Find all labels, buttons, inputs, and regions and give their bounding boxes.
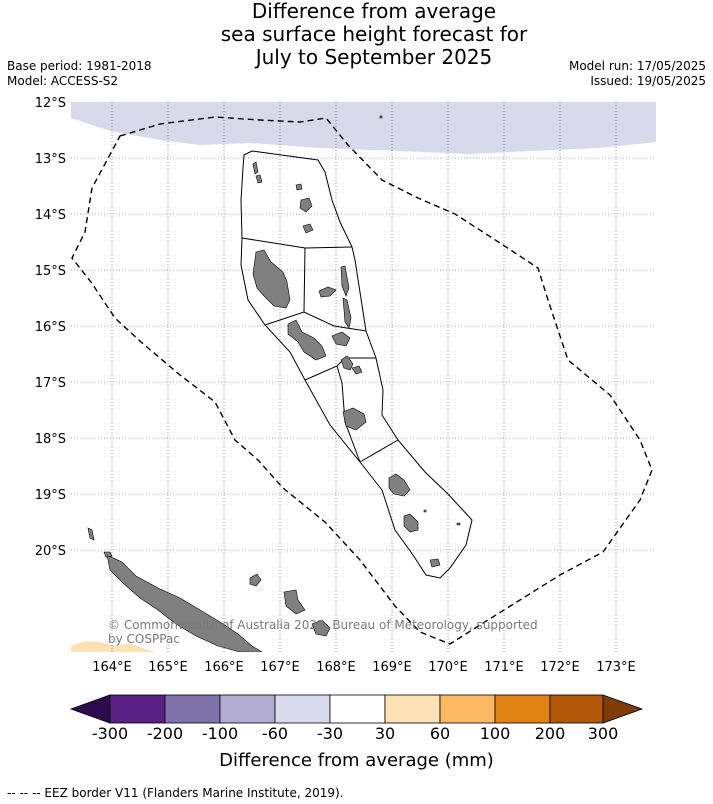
model-name: Model: ACCESS-S2 <box>7 74 119 88</box>
island-erromango <box>388 473 411 497</box>
colorbar-tick: -30 <box>316 724 344 743</box>
colorbar-segment <box>329 694 386 724</box>
island-efate <box>342 407 367 431</box>
lat-label: 17°S <box>35 376 66 391</box>
eez-border <box>71 116 653 645</box>
colorbar-segment <box>219 694 276 724</box>
lat-label: 15°S <box>35 264 66 279</box>
island-hunter <box>456 522 461 526</box>
latitude-labels: 12°S 13°S 14°S 15°S 16°S 17°S 18°S 19°S … <box>35 96 66 559</box>
lat-label: 13°S <box>35 152 66 167</box>
island-maewo <box>340 265 350 297</box>
island-torres-south <box>255 174 263 184</box>
colorbar-under-arrow <box>69 694 111 724</box>
lon-label: 166°E <box>204 660 244 675</box>
island-aneityum <box>429 558 441 568</box>
island-tanna <box>403 513 419 533</box>
lon-label: 168°E <box>316 660 356 675</box>
colorbar-tick: -200 <box>146 724 184 743</box>
island-vanua-lava <box>299 197 313 213</box>
colorbar <box>69 694 644 724</box>
anomaly-region-north <box>71 102 656 154</box>
island-epi <box>340 355 354 371</box>
island-north-rock <box>379 115 383 119</box>
island-ureparapara <box>295 183 303 191</box>
island-espiritu-santo <box>252 249 291 309</box>
map-frame <box>71 102 656 652</box>
lon-label: 172°E <box>540 660 580 675</box>
lon-label: 164°E <box>92 660 132 675</box>
colorbar-tick: 60 <box>429 724 451 743</box>
island-belep <box>87 527 95 541</box>
title-line-1: Difference from average <box>251 0 497 23</box>
region-boundaries <box>240 150 473 579</box>
base-period: Base period: 1981-2018 <box>7 59 152 73</box>
island-new-caledonia <box>106 554 263 652</box>
island-pentecost <box>342 297 352 329</box>
colorbar-tick: 300 <box>587 724 619 743</box>
colorbar-title: Difference from average (mm) <box>219 750 494 771</box>
lon-label: 167°E <box>260 660 300 675</box>
lon-label: 165°E <box>148 660 188 675</box>
lat-label: 16°S <box>35 320 66 335</box>
colorbar-tick: -300 <box>91 724 129 743</box>
model-run: Model run: 17/05/2025 <box>568 59 706 73</box>
map-content <box>71 102 656 652</box>
lat-label: 18°S <box>35 432 66 447</box>
colorbar-segment <box>274 694 331 724</box>
island-ouvea <box>249 573 262 587</box>
lat-label: 19°S <box>35 488 66 503</box>
anomaly-region-southwest <box>71 641 155 652</box>
island-nc-north <box>103 551 113 558</box>
lat-label: 20°S <box>35 544 66 559</box>
title-line-3: July to September 2025 <box>255 45 493 69</box>
island-mare <box>311 619 331 637</box>
colorbar-tick: 30 <box>374 724 396 743</box>
land-masses <box>87 115 461 652</box>
colorbar-tick: 200 <box>534 724 566 743</box>
meta-left: Base period: 1981-2018 Model: ACCESS-S2 <box>7 59 152 89</box>
island-matthew <box>423 509 427 513</box>
lon-label: 169°E <box>372 660 412 675</box>
island-shepherds <box>351 365 363 375</box>
lat-label: 12°S <box>35 96 66 111</box>
meta-right: Model run: 17/05/2025 Issued: 19/05/2025 <box>569 59 706 89</box>
lon-label: 173°E <box>596 660 636 675</box>
lon-label: 170°E <box>428 660 468 675</box>
colorbar-segment <box>164 694 221 724</box>
eez-legend: -- -- -- EEZ border V11 (Flanders Marine… <box>7 786 344 800</box>
colorbar-segment <box>384 694 441 724</box>
colorbar-tick: 100 <box>479 724 511 743</box>
island-torres <box>252 161 259 175</box>
lat-label: 14°S <box>35 208 66 223</box>
colorbar-tick: -100 <box>201 724 239 743</box>
island-ambae <box>318 286 337 298</box>
title-line-2: sea surface height forecast for <box>220 22 528 46</box>
colorbar-segment <box>494 694 551 724</box>
island-gaua <box>302 223 314 234</box>
colorbar-segment <box>439 694 496 724</box>
map-title: Difference from average sea surface heig… <box>0 0 713 69</box>
lon-label: 171°E <box>484 660 524 675</box>
island-malakula <box>287 319 327 361</box>
longitude-labels: 164°E 165°E 166°E 167°E 168°E 169°E 170°… <box>92 660 636 675</box>
island-ambrym <box>331 331 351 347</box>
copyright-notice: © Commonwealth of Australia 2025, Bureau… <box>108 618 538 632</box>
island-lifou <box>283 589 306 615</box>
colorbar-segment <box>549 694 604 724</box>
issued-date: Issued: 19/05/2025 <box>590 74 706 88</box>
copyright-notice-cont: by COSPPac <box>108 632 180 646</box>
map-gridlines <box>71 102 656 652</box>
colorbar-segment <box>109 694 166 724</box>
colorbar-tick: -60 <box>261 724 289 743</box>
colorbar-over-arrow <box>602 694 644 724</box>
